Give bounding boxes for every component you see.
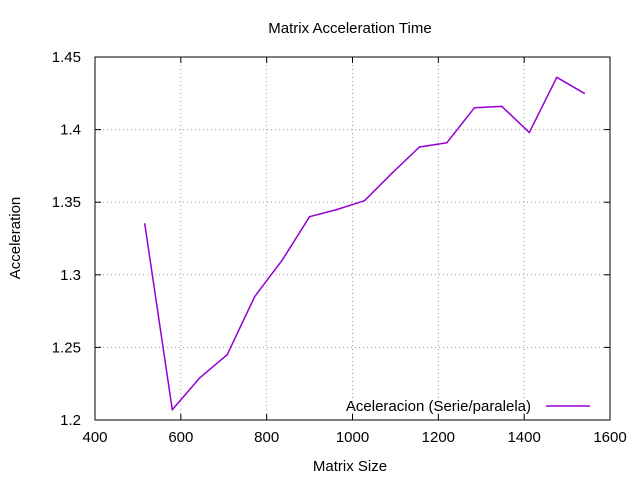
x-tick-label: 1000 xyxy=(336,429,369,446)
legend-label: Aceleracion (Serie/paralela) xyxy=(346,398,531,415)
series-line xyxy=(144,76,585,411)
data-point xyxy=(555,76,558,79)
legend: Aceleracion (Serie/paralela) xyxy=(346,398,590,415)
x-tick-label: 1600 xyxy=(593,429,626,446)
grid xyxy=(95,57,610,420)
data-point xyxy=(363,199,366,202)
data-point xyxy=(281,259,283,262)
y-tick-label: 1.4 xyxy=(60,122,81,139)
data-point xyxy=(528,131,531,134)
data-point xyxy=(391,172,393,174)
x-tick-label: 600 xyxy=(168,429,193,446)
y-tick-label: 1.35 xyxy=(52,194,81,211)
data-point xyxy=(308,215,311,218)
data-point xyxy=(253,295,256,298)
x-tick-label: 1200 xyxy=(422,429,455,446)
series xyxy=(143,76,586,411)
data-point xyxy=(473,107,476,109)
y-tick-label: 1.3 xyxy=(60,267,81,284)
data-point xyxy=(336,208,338,211)
x-axis-label: Matrix Size xyxy=(313,458,387,475)
data-point xyxy=(226,353,228,356)
x-tick-label: 1400 xyxy=(507,429,540,446)
y-tick-label: 1.2 xyxy=(60,412,81,429)
data-point xyxy=(198,377,201,379)
data-point xyxy=(143,223,146,225)
axis-ticks: 400 600 800 1000 1200 1400 1600 1.2 1.25 1.3 1.35 1… xyxy=(52,49,627,446)
x-tick-label: 800 xyxy=(254,429,279,446)
data-point xyxy=(501,105,503,108)
x-tick-label: 400 xyxy=(82,429,107,446)
y-tick-label: 1.25 xyxy=(52,339,81,356)
data-point xyxy=(171,409,174,411)
data-point xyxy=(583,92,586,95)
y-tick-label: 1.45 xyxy=(52,49,81,66)
y-axis-label: Acceleration xyxy=(7,197,24,280)
data-point xyxy=(418,146,421,148)
data-point xyxy=(446,141,448,144)
chart-title: Matrix Acceleration Time xyxy=(268,20,431,37)
